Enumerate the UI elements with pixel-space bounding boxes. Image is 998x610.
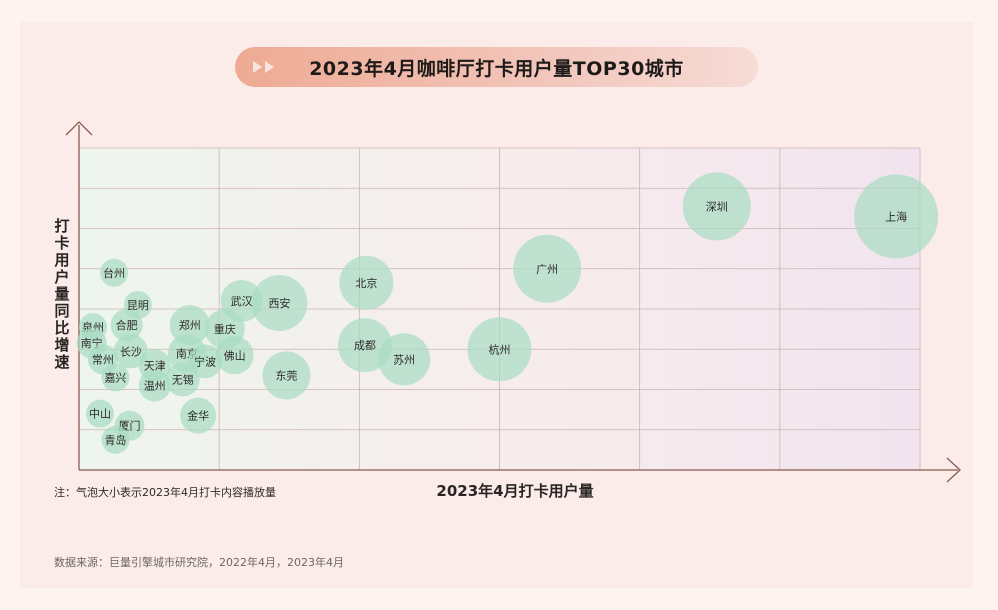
bubble-1 [682,172,751,241]
bubble-label: 成都 [354,339,376,352]
bubble-12 [169,305,210,346]
bubble-label: 北京 [355,276,377,290]
bubble-label: 常州 [92,353,114,366]
data-source: 数据来源：巨量引擎城市研究院，2022年4月，2023年4月 [54,556,344,569]
bubble-label: 苏州 [393,353,415,366]
bubble-2 [513,234,582,303]
bubble-label: 武汉 [231,295,253,308]
y-axis-label: 打卡用户量同比增速 [54,217,70,371]
bubbles: 上海深圳广州北京杭州成都苏州西安武汉东莞重庆佛山郑州南京宁波金华无锡温州天津长沙… [76,172,939,454]
bubble-label: 合肥 [116,318,138,332]
bubble-27 [86,399,115,428]
x-axis-arrow-icon [946,457,961,483]
bubble-label: 天津 [144,359,166,372]
grid-lines [79,147,921,470]
bubble-label: 昆明 [127,299,149,312]
bubble-26 [101,363,130,392]
bubble-label: 温州 [144,379,166,392]
bubble-label: 青岛 [104,433,126,447]
bubble-7 [251,274,308,331]
bubble-16 [165,362,200,397]
chart-title-banner: 2023年4月咖啡厅打卡用户量TOP30城市 [235,47,758,87]
bubble-label: 广州 [536,263,558,276]
bubble-3 [339,255,394,310]
bubble-19 [113,334,148,369]
bubble-4 [467,317,532,382]
bubble-label: 深圳 [706,200,728,213]
bubble-label: 郑州 [179,318,201,332]
bubble-label: 台州 [103,266,125,280]
bubble-label: 金华 [187,409,209,423]
x-axis-label: 2023年4月打卡用户量 [436,482,594,500]
bubble-29 [101,425,130,454]
bubble-label: 重庆 [214,322,236,336]
y-axis-arrow-icon [65,121,93,136]
bubble-label: 长沙 [120,345,142,358]
double-chevron-right-icon [253,57,274,77]
bubble-label: 宁波 [194,354,216,368]
bubble-9 [262,351,311,400]
bubble-0 [854,174,939,259]
bubble-label: 上海 [885,209,907,223]
bubble-size-note: 注：气泡大小表示2023年4月打卡内容播放量 [54,486,276,499]
bubble-label: 杭州 [489,342,511,356]
bubble-6 [378,333,431,386]
bubble-label: 佛山 [224,349,246,362]
bubble-label: 嘉兴 [104,370,126,384]
bubble-label: 无锡 [172,372,194,386]
bubble-label: 中山 [89,408,111,421]
chart-title: 2023年4月咖啡厅打卡用户量TOP30城市 [309,57,684,80]
axes [65,121,961,483]
bubble-11 [215,336,254,375]
bubble-21 [123,290,152,319]
bubble-22 [100,258,129,287]
bubble-label: 东莞 [275,369,297,382]
bubble-label: 西安 [268,296,290,310]
bubble-15 [180,397,217,434]
